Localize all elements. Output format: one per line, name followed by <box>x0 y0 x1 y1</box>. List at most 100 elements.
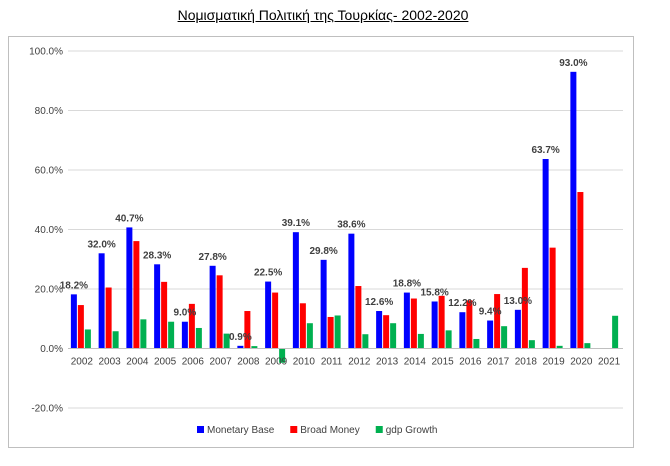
x-tick-label: 2010 <box>293 357 316 368</box>
bar <box>209 265 216 349</box>
legend-swatch <box>197 426 204 433</box>
bar <box>265 281 272 349</box>
bar <box>473 338 480 349</box>
bar <box>140 319 147 349</box>
bar <box>320 259 327 349</box>
bar <box>362 334 369 349</box>
x-tick-label: 2003 <box>99 357 122 368</box>
bar <box>501 326 508 349</box>
x-tick-label: 2018 <box>515 357 538 368</box>
bar <box>383 315 390 349</box>
y-tick-label: 40.0% <box>35 225 63 236</box>
data-label: 13.0% <box>504 296 532 307</box>
bar <box>306 323 313 349</box>
bar <box>188 303 195 349</box>
bar <box>459 312 466 349</box>
bar <box>105 287 112 349</box>
y-tick-label: -20.0% <box>31 404 63 415</box>
bar <box>223 333 230 349</box>
bar <box>549 247 556 349</box>
data-label: 29.8% <box>309 246 337 257</box>
bar <box>355 286 362 349</box>
x-tick-label: 2004 <box>126 357 149 368</box>
bar <box>70 294 77 349</box>
x-tick-label: 2009 <box>265 357 288 368</box>
x-tick-label: 2005 <box>154 357 177 368</box>
data-label: 38.6% <box>337 220 365 231</box>
data-label: 9.0% <box>173 308 196 319</box>
x-tick-label: 2002 <box>71 357 94 368</box>
y-tick-label: 0.0% <box>40 344 63 355</box>
bar <box>445 330 452 349</box>
bar <box>494 294 501 349</box>
bar <box>237 345 244 349</box>
bar <box>348 233 355 349</box>
bar <box>410 298 417 349</box>
legend-swatch <box>375 426 383 433</box>
x-tick-label: 2015 <box>432 357 455 368</box>
bar <box>584 343 591 349</box>
x-tick-label: 2011 <box>321 357 343 368</box>
y-tick-label: 80.0% <box>35 106 63 117</box>
bar <box>390 323 397 349</box>
data-label: 15.8% <box>420 287 448 298</box>
x-tick-label: 2014 <box>404 357 427 368</box>
x-tick-label: 2013 <box>376 357 399 368</box>
bar <box>272 292 279 349</box>
x-tick-label: 2019 <box>543 357 566 368</box>
bar <box>251 346 258 349</box>
data-label: 18.2% <box>60 280 88 291</box>
bar <box>161 281 168 349</box>
bar <box>487 320 494 349</box>
x-tick-label: 2021 <box>598 357 621 368</box>
data-label: 9.4% <box>479 307 502 318</box>
x-tick-label: 2006 <box>182 357 205 368</box>
legend-label: Monetary Base <box>207 425 275 436</box>
data-label: 22.5% <box>254 268 282 279</box>
bar <box>403 292 410 349</box>
bar <box>521 267 528 349</box>
x-tick-label: 2008 <box>237 357 260 368</box>
bar <box>112 331 119 349</box>
bar <box>299 303 306 349</box>
bar <box>126 227 133 349</box>
chart-plot: -20.0% 0.0% 20.0% 40.0% 60.0% 80.0% 100.0% 2002… <box>29 47 623 436</box>
bar <box>528 340 535 349</box>
bar <box>327 316 334 349</box>
bar <box>181 321 188 349</box>
bar <box>279 348 286 363</box>
legend-label: Broad Money <box>300 425 359 436</box>
data-label: 28.3% <box>143 250 171 261</box>
x-tick-label: 2020 <box>570 357 593 368</box>
bar <box>195 327 202 349</box>
data-label: 27.8% <box>198 252 226 263</box>
x-tick-label: 2007 <box>210 357 233 368</box>
x-tick-label: 2016 <box>459 357 482 368</box>
y-tick-label: 20.0% <box>35 285 63 296</box>
legend-swatch <box>290 426 298 433</box>
data-label: 40.7% <box>115 213 143 224</box>
bar <box>431 301 438 349</box>
bar <box>556 345 563 349</box>
bar <box>570 71 577 349</box>
data-label: 18.8% <box>393 279 421 290</box>
bar <box>98 253 105 349</box>
bar <box>133 241 140 349</box>
bar <box>292 232 299 349</box>
bar <box>417 333 424 349</box>
chart-area: -20.0% 0.0% 20.0% 40.0% 60.0% 80.0% 100.0% 2002… <box>8 36 634 448</box>
bar <box>334 315 341 349</box>
bar <box>154 264 161 349</box>
bar <box>376 311 383 349</box>
chart-title: Νομισματική Πολιτική της Τουρκίας- 2002-… <box>177 7 469 23</box>
data-label: 12.2% <box>448 298 476 309</box>
data-label: 0.9% <box>229 332 252 343</box>
data-label: 12.6% <box>365 297 393 308</box>
bar <box>466 300 473 349</box>
data-label: 93.0% <box>559 58 587 69</box>
bar <box>244 311 251 349</box>
bar <box>438 295 445 349</box>
bar <box>514 309 521 349</box>
bar <box>84 329 91 349</box>
bar <box>542 158 549 349</box>
